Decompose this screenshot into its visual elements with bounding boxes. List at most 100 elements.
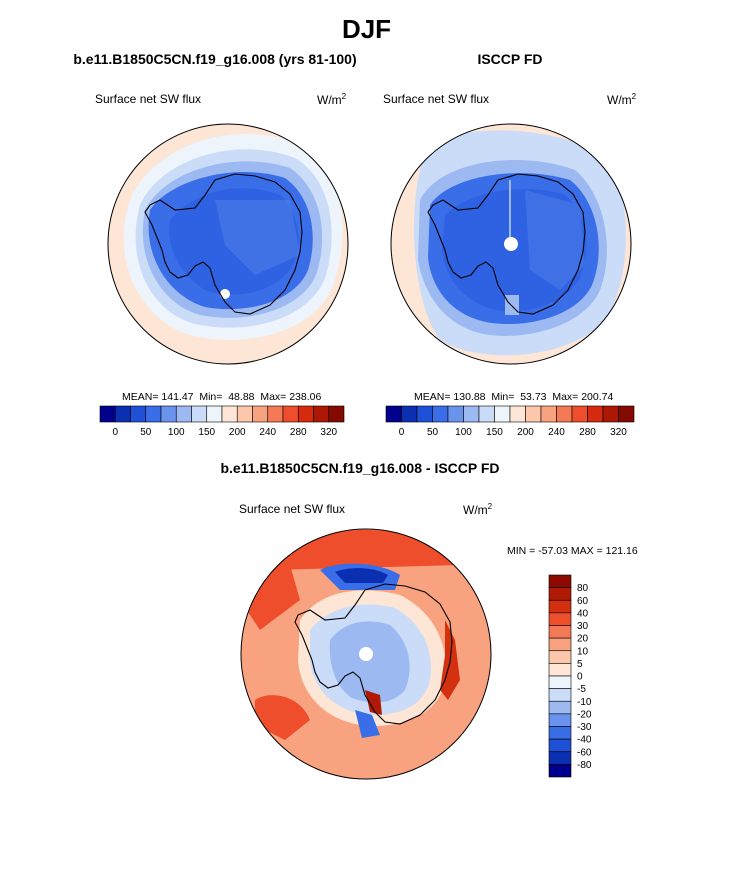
panel-2-colorbar-tick-label: 320: [610, 427, 627, 438]
panel-1-colorbar-bin: [252, 405, 269, 423]
panel-2-colorbar-bin: [478, 405, 495, 423]
panel-3-colorbar-bin: [548, 726, 572, 740]
panel-1-stats: MEAN= 141.47 Min= 48.88 Max= 238.06: [122, 391, 322, 403]
panel-1-colorbar: 0 50 100 150 200 240 280 320: [99, 405, 345, 438]
panel-3-colorbar-tick-label: 80: [577, 583, 589, 594]
panel-2-title: ISCCP FD: [477, 51, 543, 67]
panel-2-colorbar-bin: [571, 405, 588, 423]
panel-2-colorbar-tick-label: 0: [399, 427, 405, 438]
panel-1-map: [107, 123, 349, 365]
panel-3-colorbar-tick-label: 0: [577, 672, 583, 683]
panel-3-colorbar-tick-label: 30: [577, 621, 589, 632]
panel-1-colorbar-bin: [145, 405, 162, 423]
panel-3-colorbar-tick-label: 40: [577, 608, 589, 619]
panel-1-colorbar-bin: [191, 405, 208, 423]
panel-1-colorbar-tick-label: 150: [198, 427, 215, 438]
panel-3-colorbar-bin: [548, 612, 572, 626]
panel-3-colorbar-bin: [548, 574, 572, 588]
panel-2-colorbar-bin: [587, 405, 604, 423]
panel-1-colorbar-bin: [236, 405, 253, 423]
panel-1-colorbar-tick-label: 240: [259, 427, 276, 438]
panel-2-colorbar-bin: [416, 405, 433, 423]
panel-3-variable-label: Surface net SW flux: [239, 502, 346, 516]
panel-2-colorbar-bin: [447, 405, 464, 423]
panel-1-colorbar-bin: [282, 405, 299, 423]
panel-2-colorbar-tick-label: 200: [517, 427, 534, 438]
panel-2-colorbar-bin: [602, 405, 619, 423]
panel-3-colorbar-tick-label: 20: [577, 634, 589, 645]
panel-3-colorbar-bin: [548, 637, 572, 652]
panel-1-colorbar-tick-label: 100: [168, 427, 185, 438]
panel-1-colorbar-bin: [160, 405, 177, 423]
panel-1-colorbar-bin: [267, 405, 284, 423]
panel-2-colorbar-tick-label: 50: [427, 427, 439, 438]
panel-2-colorbar-bin: [540, 405, 557, 423]
panel-1-colorbar-tick-label: 280: [290, 427, 307, 438]
panel-2-colorbar-bin: [463, 405, 480, 423]
panel-2-stats: MEAN= 130.88 Min= 53.73 Max= 200.74: [414, 391, 614, 403]
panel-3-map: [240, 528, 492, 780]
panel-3-units-label: W/m2: [463, 502, 493, 517]
panel-3-colorbar-bin: [548, 599, 572, 614]
panel-3-colorbar-bin: [548, 764, 572, 778]
panel-2-variable-label: Surface net SW flux: [383, 92, 490, 106]
panel-3-coastline: [294, 583, 453, 725]
panel-2-units-label: W/m2: [607, 92, 637, 107]
panel-3-colorbar-bin: [548, 738, 572, 753]
panel-3-colorbar-tick-label: -80: [577, 760, 592, 771]
panel-1-colorbar-bin: [130, 405, 147, 423]
panel-3-colorbar-bin: [548, 663, 572, 677]
panel-2-coastline: [427, 173, 586, 315]
panel-1-colorbar-bin: [328, 405, 345, 423]
panel-3-title: b.e11.B1850C5CN.f19_g16.008 - ISCCP FD: [220, 460, 500, 476]
panel-2-colorbar-bin: [385, 405, 402, 423]
panel-3-colorbar-bin: [548, 713, 572, 727]
panel-1-colorbar-tick-label: 0: [112, 427, 118, 438]
panel-3-colorbar-bin: [548, 587, 572, 601]
panel-1-colorbar-bin: [114, 405, 131, 423]
panel-3-colorbar-bin: [548, 688, 572, 702]
panel-2-colorbar-tick-label: 240: [548, 427, 565, 438]
figure-title: DJF: [341, 14, 392, 44]
panel-2-colorbar-tick-label: 100: [455, 427, 472, 438]
panel-3-colorbar-tick-label: -40: [577, 735, 592, 746]
panel-2-colorbar-tick-label: 150: [486, 427, 503, 438]
panel-2-colorbar-bin: [401, 405, 418, 423]
panel-1-colorbar-bin: [221, 405, 238, 423]
panel-3-colorbar-tick-label: -60: [577, 747, 592, 758]
panel-1-colorbar-bin: [206, 405, 223, 423]
panel-3-colorbar-bin: [548, 650, 572, 664]
panel-1-colorbar-tick-label: 200: [229, 427, 246, 438]
panel-1-colorbar-bin: [297, 405, 314, 423]
panel-1-colorbar-bin: [99, 405, 116, 423]
panel-3-colorbar-bin: [548, 700, 572, 715]
panel-2-colorbar-bin: [432, 405, 449, 423]
panel-3-colorbar-tick-label: 5: [577, 659, 583, 670]
panel-3-colorbar-tick-label: -5: [577, 684, 586, 695]
panel-2-colorbar: 0 50 100 150 200 240 280 320: [385, 405, 635, 438]
panel-3-colorbar-bin: [548, 675, 572, 689]
panel-3-colorbar-bin: [548, 625, 572, 639]
panel-3-colorbar-tick-label: -10: [577, 697, 592, 708]
panel-3-stats: MIN = -57.03 MAX = 121.16: [507, 545, 638, 557]
panel-2-colorbar-bin: [509, 405, 526, 423]
panel-1-colorbar-tick-label: 320: [320, 427, 337, 438]
panel-1-variable-label: Surface net SW flux: [95, 92, 202, 106]
panel-1-colorbar-tick-label: 50: [140, 427, 152, 438]
panel-3-colorbar-tick-label: -20: [577, 709, 592, 720]
panel-3-colorbar-bin: [548, 751, 572, 765]
panel-1-colorbar-bin: [175, 405, 192, 423]
panel-2-colorbar-bin: [525, 405, 542, 423]
panel-1-colorbar-bin: [313, 405, 330, 423]
panel-3-colorbar-tick-label: 60: [577, 596, 589, 607]
panel-1-units-label: W/m2: [317, 92, 347, 107]
panel-2-colorbar-bin: [494, 405, 511, 423]
panel-2-colorbar-bin: [556, 405, 573, 423]
panel-1-title: b.e11.B1850C5CN.f19_g16.008 (yrs 81-100): [73, 51, 357, 67]
panel-3-colorbar-tick-label: 10: [577, 646, 589, 657]
panel-2-map: [390, 123, 632, 365]
panel-1-coastline: [144, 173, 303, 315]
panel-2-colorbar-tick-label: 280: [579, 427, 596, 438]
panel-3-colorbar-tick-label: -30: [577, 722, 592, 733]
